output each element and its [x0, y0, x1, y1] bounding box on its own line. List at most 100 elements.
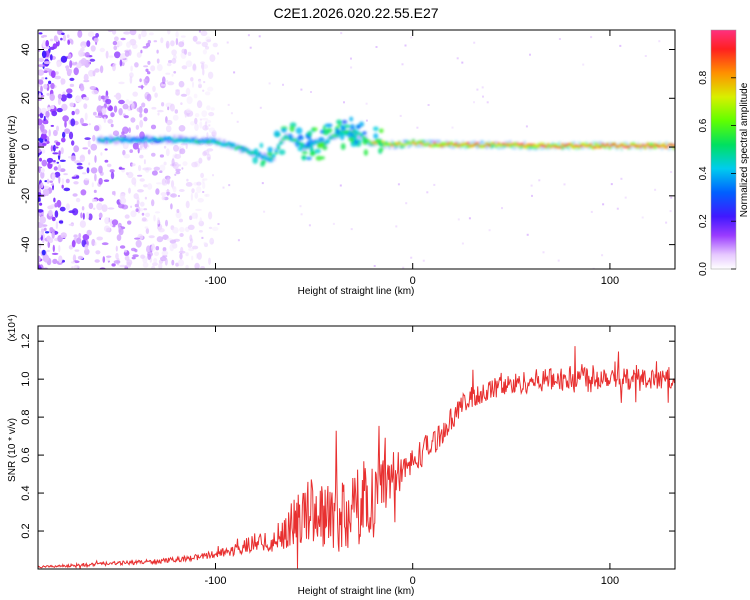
spectrogram-noise-cell	[84, 178, 90, 181]
spectrogram-ridge-cell	[634, 145, 638, 148]
spectrogram-ridge-cell	[490, 144, 493, 148]
spectrogram-ridge-cell	[456, 145, 460, 148]
spectrogram-noise-cell	[130, 117, 136, 123]
spectrogram-noise-cell	[65, 65, 70, 72]
spectrogram-ridge-cell	[497, 143, 501, 147]
spectrogram-ridge-cell	[208, 140, 212, 143]
spectrogram-y-tick-label: -20	[20, 188, 32, 204]
spectrogram-x-tick-label: 0	[410, 275, 416, 287]
spectrogram-noise-cell	[165, 189, 171, 192]
spectrogram-noise-cell	[124, 50, 130, 57]
spectrogram-ridge-cell	[118, 138, 122, 140]
spectrogram-ridge-cell	[650, 142, 654, 147]
spectrogram-noise-cell	[98, 95, 102, 102]
spectrogram-noise-cell	[43, 227, 47, 231]
spectrogram-ridge-cell	[478, 141, 482, 148]
spectrogram-ridge-cell	[267, 158, 271, 162]
spectrogram-noise-cell	[86, 211, 90, 220]
spectrogram-noise-cell	[299, 205, 302, 208]
spectrogram-ridge-cell	[229, 145, 233, 147]
spectrogram-noise-cell	[59, 168, 66, 173]
spectrogram-noise-cell	[141, 30, 147, 38]
spectrogram-ridge-cell	[411, 139, 415, 143]
spectrogram-noise-cell	[249, 46, 252, 49]
spectrogram-noise-cell	[143, 116, 148, 122]
spectrogram-noise-cell	[196, 186, 202, 194]
spectrogram-noise-cell	[339, 184, 342, 187]
spectrogram-ridge-cell	[320, 156, 325, 160]
spectrogram-ridge-cell	[629, 144, 633, 147]
spectrogram-noise-cell	[159, 170, 163, 173]
spectrogram-ridge-cell	[511, 142, 515, 145]
spectrogram-noise-cell	[143, 108, 149, 114]
spectrogram-ridge-cell	[149, 138, 153, 141]
spectrogram-noise-cell	[66, 34, 70, 38]
spectrogram-ridge-cell	[295, 141, 300, 148]
spectrogram-noise-cell	[200, 30, 208, 36]
spectrogram-noise-cell	[38, 138, 44, 141]
spectrogram-ridge-cell	[317, 142, 323, 149]
spectrogram-noise-cell	[206, 132, 209, 138]
spectrogram-noise-cell	[155, 188, 160, 195]
spectrogram-noise-cell	[105, 90, 109, 97]
spectrogram-noise-cell	[54, 146, 59, 149]
spectrogram-noise-cell	[105, 98, 112, 105]
spectrogram-noise-cell	[70, 39, 74, 45]
spectrogram-noise-cell	[54, 171, 61, 178]
spectrogram-ridge-cell	[544, 145, 548, 148]
spectrogram-ridge-cell	[362, 136, 366, 139]
spectrogram-noise-cell	[145, 212, 150, 218]
spectrogram-ridge-cell	[326, 139, 330, 144]
spectrogram-noise-cell	[55, 221, 59, 230]
spectrogram-ridge-cell	[132, 139, 136, 142]
spectrogram-noise-cell	[75, 108, 80, 115]
spectrogram-ridge-cell	[518, 143, 522, 146]
spectrogram-noise-cell	[60, 232, 67, 239]
colorbar-frame	[710, 29, 737, 270]
spectrogram-ridge-cell	[182, 139, 186, 142]
spectrogram-noise-cell	[187, 224, 195, 230]
spectrogram-ridge-cell	[516, 142, 519, 145]
spectrogram-noise-cell	[38, 209, 44, 213]
spectrogram-ridge-cell	[428, 145, 432, 147]
spectrogram-ridge-cell	[168, 137, 172, 140]
spectrogram-noise-cell	[110, 123, 114, 128]
spectrogram-noise-cell	[38, 255, 41, 262]
spectrogram-noise-cell	[135, 124, 140, 130]
spectrogram-ridge-cell	[356, 124, 361, 129]
spectrogram-noise-cell	[58, 176, 61, 184]
spectrogram-ridge-cell	[546, 143, 550, 145]
spectrogram-noise-cell	[427, 104, 430, 106]
spectrogram-ridge-cell	[404, 143, 408, 146]
spectrogram-noise-cell	[173, 238, 180, 242]
spectrogram-ridge-cell	[584, 143, 588, 147]
spectrogram-ridge-cell	[461, 142, 465, 145]
spectrogram-noise-cell	[82, 234, 90, 241]
spectrogram-noise-cell	[52, 244, 55, 253]
spectrogram-noise-cell	[202, 178, 208, 181]
spectrogram-noise-cell	[525, 125, 528, 128]
spectrogram-noise-cell	[180, 246, 184, 254]
spectrogram-noise-cell	[156, 58, 160, 64]
spectrogram-ridge-cell	[289, 125, 295, 132]
spectrogram-noise-cell	[67, 39, 71, 45]
spectrogram-noise-cell	[59, 159, 66, 162]
spectrogram-noise-cell	[590, 210, 593, 213]
spectrogram-noise-cell	[178, 164, 181, 167]
spectrogram-noise-cell	[178, 80, 185, 88]
spectrogram-ridge-cell	[437, 143, 441, 146]
spectrogram-noise-cell	[70, 261, 76, 264]
spectrogram-noise-cell	[42, 188, 50, 195]
spectrogram-noise-cell	[146, 245, 152, 253]
colorbar-tick-label: 0.0	[698, 262, 709, 276]
spectrogram-ridge-cell	[478, 145, 482, 147]
spectrogram-ridge-cell	[558, 146, 562, 149]
spectrogram-ridge-cell	[419, 142, 422, 145]
spectrogram-noise-cell	[69, 77, 75, 81]
spectrogram-ridge-cell	[653, 145, 657, 150]
spectrogram-noise-cell	[51, 110, 58, 117]
spectrogram-ridge-cell	[437, 140, 441, 146]
spectrogram-ridge-cell	[125, 138, 129, 143]
spectrogram-ridge-cell	[144, 136, 148, 140]
spectrogram-noise-cell	[147, 40, 151, 44]
